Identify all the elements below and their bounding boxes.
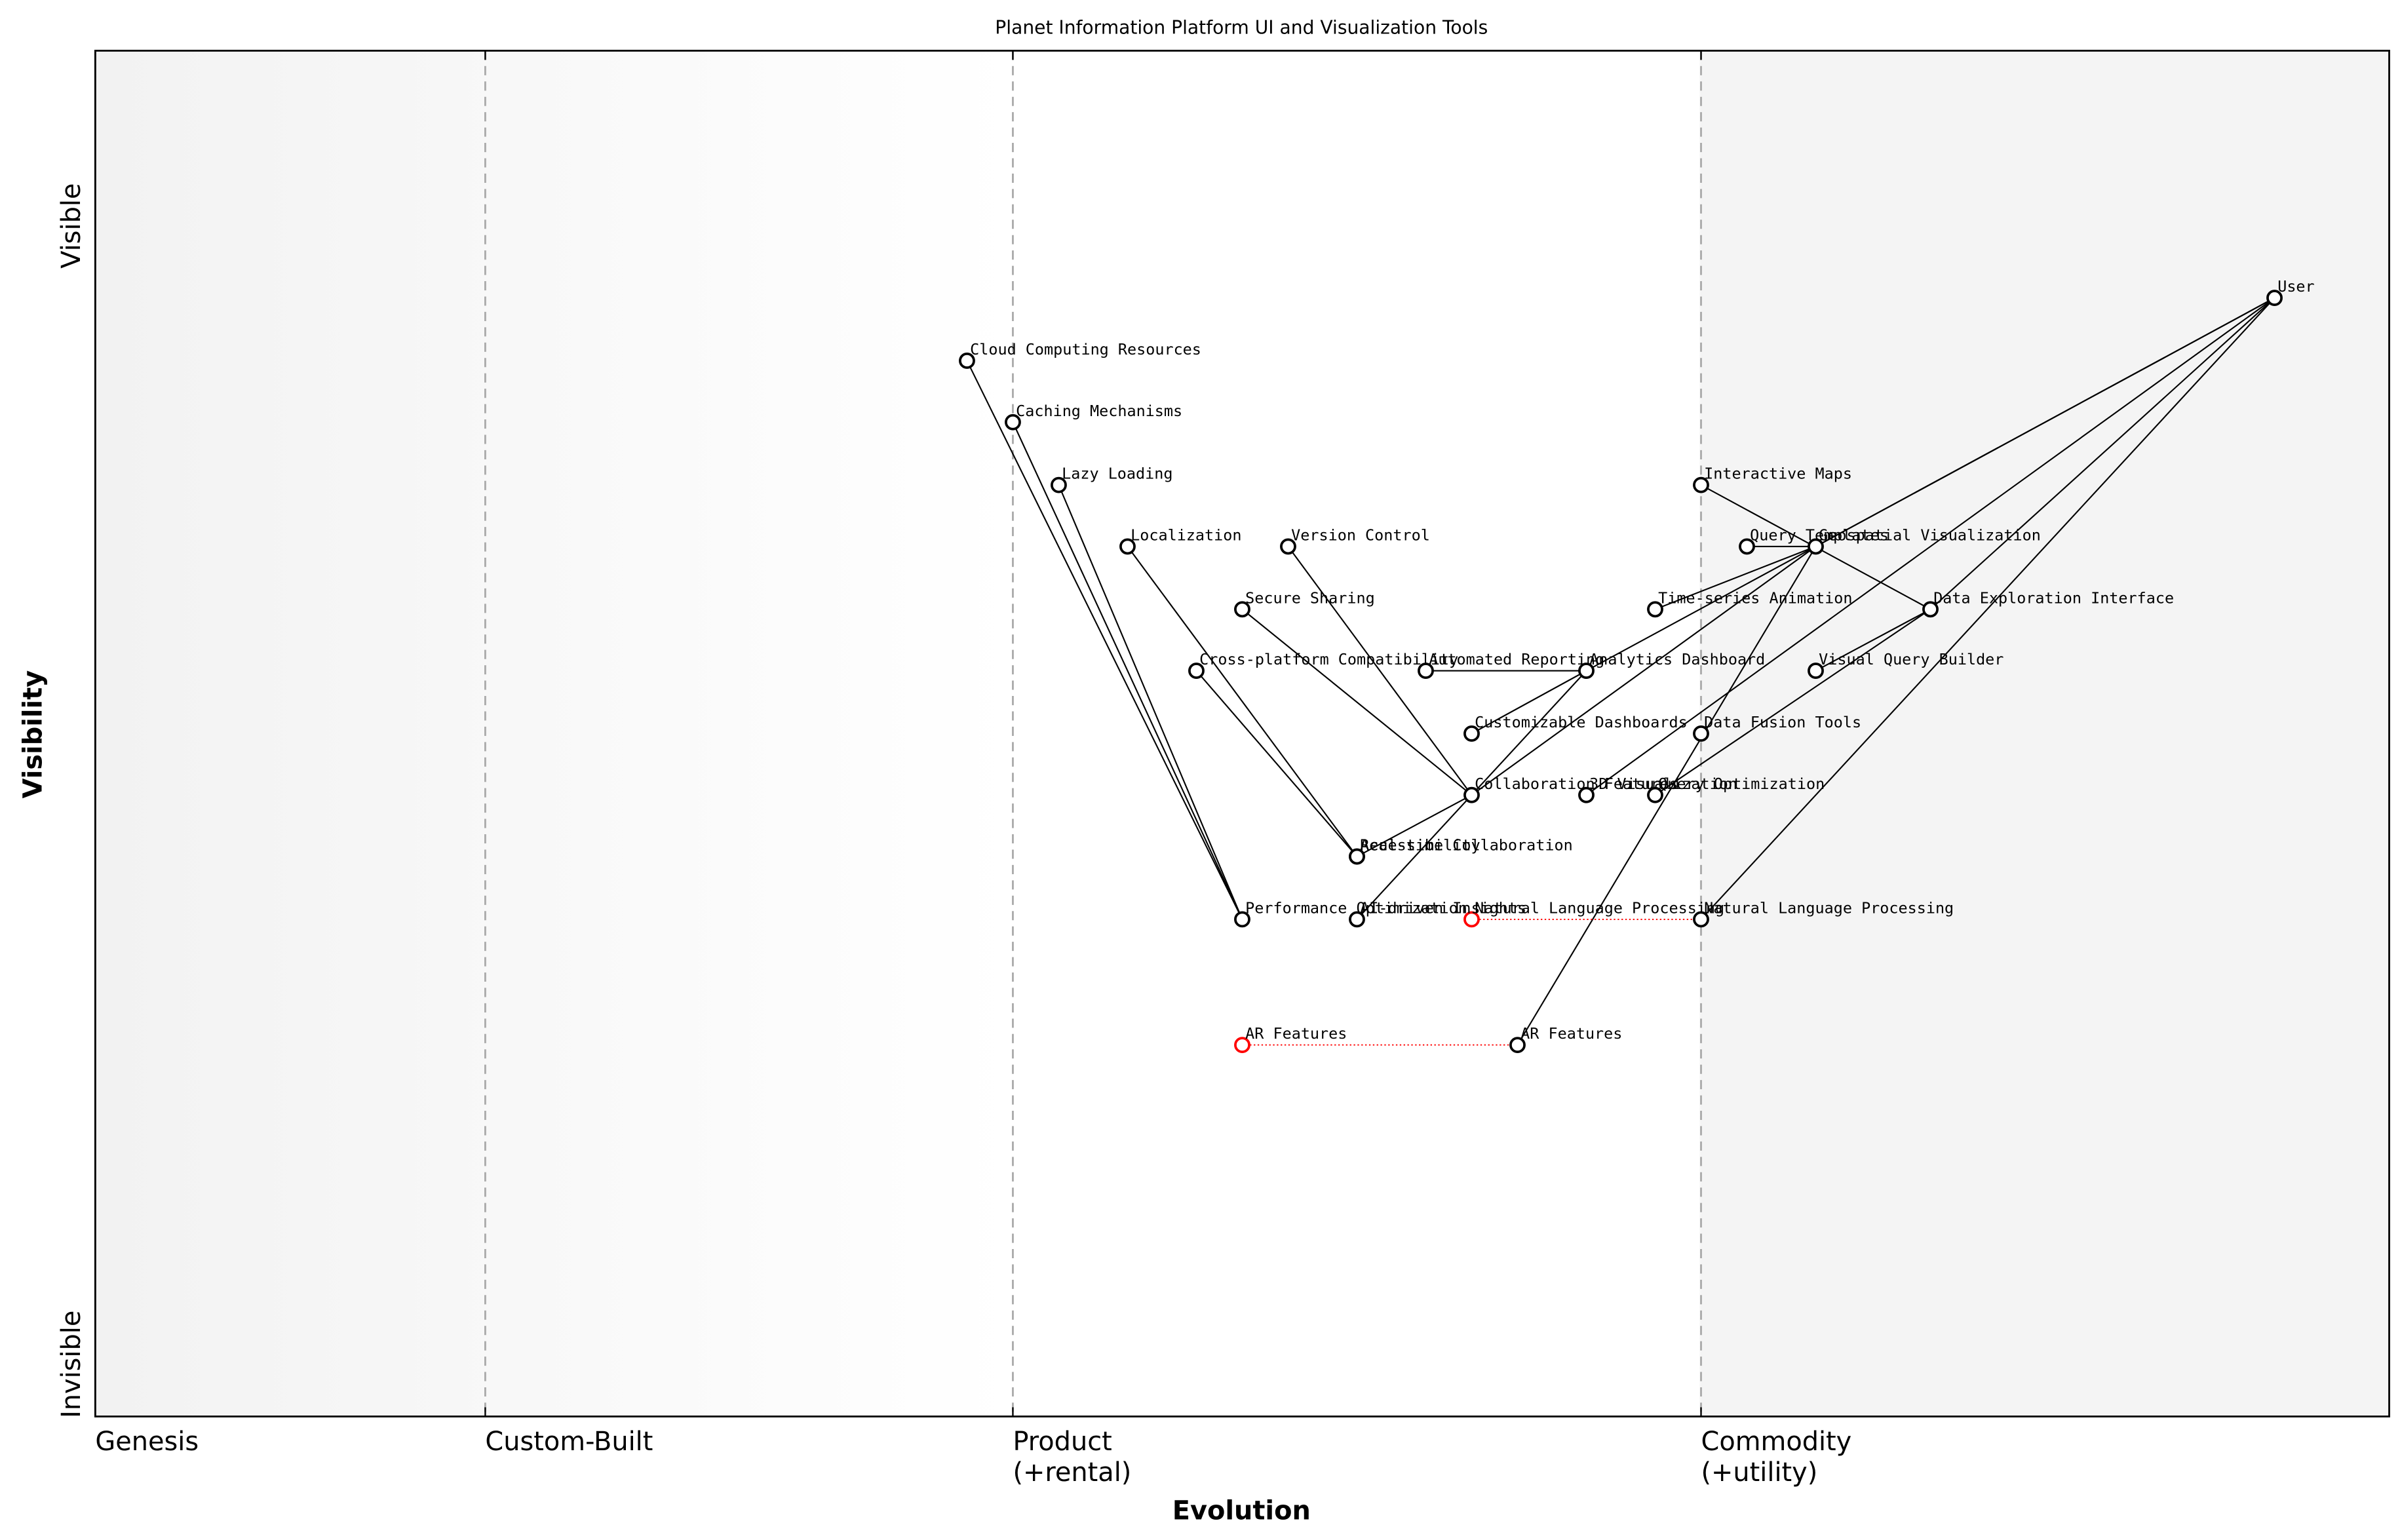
component-label: Natural Language Processing xyxy=(1704,899,1954,917)
component-node xyxy=(1280,538,1296,555)
component-node xyxy=(1463,786,1480,803)
evolution-node xyxy=(1234,1037,1250,1054)
dependency-edge xyxy=(1287,546,1473,796)
component-node xyxy=(1349,911,1365,928)
component-label: Lazy Loading xyxy=(1062,465,1172,483)
dependency-edge xyxy=(1929,297,2275,610)
dependency-edge xyxy=(1356,794,1472,857)
component-node xyxy=(1051,476,1067,493)
dependency-edge xyxy=(1058,484,1243,920)
stage-label: Commodity (+utility) xyxy=(1701,1427,1852,1488)
component-node xyxy=(1578,663,1595,679)
y-axis-label: Visibility xyxy=(18,670,48,799)
component-node xyxy=(1808,538,1824,555)
y-top-label: Visible xyxy=(56,183,87,269)
evolution-label: Natural Language Processing xyxy=(1475,899,1724,917)
dependency-edge xyxy=(1195,670,1358,857)
component-label: Cross-platform Compatibility xyxy=(1199,650,1458,668)
component-node xyxy=(1578,786,1595,803)
component-node xyxy=(1234,601,1250,618)
component-node xyxy=(959,353,975,369)
component-label: AR Features xyxy=(1520,1024,1622,1043)
component-node xyxy=(1808,663,1824,679)
dependency-edge xyxy=(1815,608,1931,672)
component-node xyxy=(1647,601,1663,618)
component-label: Geospatial Visualization xyxy=(1819,526,2041,545)
stage-label: Custom-Built xyxy=(485,1427,653,1457)
component-label: Localization xyxy=(1131,526,1241,545)
component-label: Interactive Maps xyxy=(1704,465,1852,483)
component-label: AI-driven Insights xyxy=(1360,899,1526,917)
component-label: Query Optimization xyxy=(1658,775,1825,793)
stage-label: Product (+rental) xyxy=(1013,1427,1131,1488)
component-node xyxy=(1693,725,1709,742)
title: Planet Information Platform UI and Visua… xyxy=(995,17,1488,39)
component-node xyxy=(1005,414,1021,431)
dependency-edge xyxy=(1654,608,1931,796)
y-bottom-label: Invisible xyxy=(56,1311,87,1418)
dependency-edge xyxy=(1517,546,1817,1046)
dependency-edge xyxy=(1585,297,2275,672)
component-label: Real-time Collaboration xyxy=(1360,836,1573,855)
component-node xyxy=(1188,663,1205,679)
component-label: Automated Reporting xyxy=(1429,650,1604,668)
component-label: Customizable Dashboards xyxy=(1475,713,1688,731)
stage-label-line: (+utility) xyxy=(1701,1457,1818,1488)
component-label: Analytics Dashboard xyxy=(1589,650,1765,668)
component-label: Version Control xyxy=(1291,526,1430,545)
component-label: Caching Mechanisms xyxy=(1016,402,1182,420)
component-node xyxy=(2266,290,2283,307)
component-label: Cloud Computing Resources xyxy=(970,340,1201,358)
component-node xyxy=(1509,1037,1526,1054)
dependency-edge xyxy=(1471,546,1817,796)
component-label: Visual Query Builder xyxy=(1819,650,2003,668)
dependency-edge xyxy=(1241,608,1473,796)
dependency-edge xyxy=(1700,297,2275,920)
stage-label-line: (+rental) xyxy=(1013,1457,1131,1488)
component-label: Collaboration Features xyxy=(1475,775,1678,793)
component-node xyxy=(1693,911,1709,928)
component-node xyxy=(1234,911,1250,928)
stage-label-line: Custom-Built xyxy=(485,1427,653,1457)
plot-frame xyxy=(94,49,2390,1417)
component-label: User xyxy=(2277,277,2314,296)
component-label: Accessibility xyxy=(1360,836,1480,855)
component-node xyxy=(1922,601,1939,618)
dependency-edge xyxy=(1655,545,1816,610)
component-label: Data Exploration Interface xyxy=(1933,588,2174,607)
dependency-edge xyxy=(1012,421,1243,920)
evolution-node xyxy=(1463,911,1480,928)
component-label: Data Fusion Tools xyxy=(1704,713,1861,731)
component-node xyxy=(1119,538,1136,555)
component-node xyxy=(1418,663,1434,679)
component-node xyxy=(1463,725,1480,742)
stage-label-line: Genesis xyxy=(95,1427,199,1457)
component-node xyxy=(1739,538,1755,555)
stage-label-line: Product xyxy=(1013,1427,1112,1457)
dependency-edge xyxy=(966,360,1243,920)
plot-background xyxy=(95,50,2390,1417)
component-node xyxy=(1647,786,1663,803)
stage-label: Genesis xyxy=(95,1427,199,1457)
component-label: Time-series Animation xyxy=(1658,588,1852,607)
component-label: 3D Visualization xyxy=(1589,775,1737,793)
dependency-edge xyxy=(1127,546,1358,857)
component-node xyxy=(1693,476,1709,493)
evolution-label: AR Features xyxy=(1245,1024,1347,1043)
component-node xyxy=(1349,848,1365,865)
dependency-edge xyxy=(1585,297,2275,796)
dependency-edge xyxy=(1471,670,1587,735)
component-label: Secure Sharing xyxy=(1245,588,1375,607)
stage-label-line: Commodity xyxy=(1701,1427,1852,1457)
x-axis-label: Evolution xyxy=(1172,1496,1311,1526)
